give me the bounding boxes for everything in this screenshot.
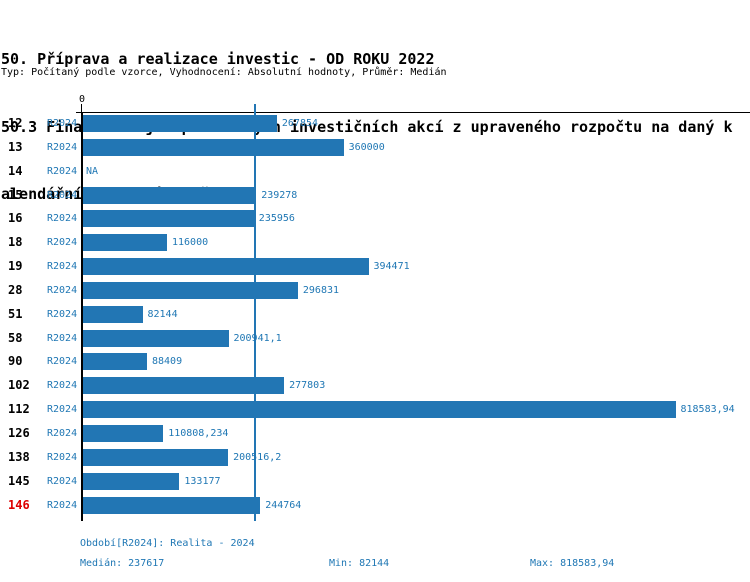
row-category-label: 19 [8,259,23,274]
value-bar [83,424,164,442]
value-label: 239278 [261,189,298,201]
value-bar [83,377,285,395]
value-bar [83,448,229,466]
row-category-label: 15 [8,187,23,202]
row-category-label: 126 [8,425,30,440]
value-label: 296831 [302,284,340,296]
row-category-label: 28 [8,282,23,297]
chart-row-90: 90 R2024 88409 [0,350,750,374]
value-label: 818583,94 [680,404,735,416]
row-category-label: 16 [8,211,23,226]
value-label: 235956 [258,213,295,225]
row-period-label: R2024 [47,165,78,177]
footer-median-label: Medián: 237617 [80,558,165,569]
row-category-label: 58 [8,330,23,345]
chart-row-138: 138 R2024 200516,2 [0,446,750,470]
chart-row-13: 13 R2024 360000 [0,136,750,160]
footer-min-label: Min: 82144 [329,558,390,569]
chart-row-146: 146 R2024 244764 [0,494,750,518]
value-bar [83,401,676,419]
row-category-label: 146 [8,497,30,512]
row-period-label: R2024 [47,189,78,201]
value-bar [83,138,344,156]
chart-row-126: 126 R2024 110808,234 [0,422,750,446]
value-label: 394471 [373,261,410,273]
axis-zero-label: 0 [78,94,86,105]
median-line [254,112,256,521]
value-bar [83,472,180,490]
row-period-label: R2024 [47,261,78,273]
chart-row-19: 19 R2024 394471 [0,255,750,279]
row-category-label: 51 [8,306,23,321]
row-period-label: R2024 [47,451,78,463]
chart-row-18: 18 R2024 116000 [0,231,750,255]
chart-row-12: 12 R2024 267854 [0,112,750,136]
value-bar [83,496,261,514]
chart-row-15: 15 R2024 239278 [0,184,750,208]
chart-row-112: 112 R2024 818583,94 [0,398,750,422]
chart-row-14: 14 R2024 NA [0,160,750,184]
row-category-label: 90 [8,354,23,369]
row-category-label: 138 [8,449,30,464]
row-period-label: R2024 [47,427,78,439]
value-label: 133177 [184,475,221,487]
value-label: 360000 [348,141,385,153]
row-period-label: R2024 [47,475,78,487]
row-period-label: R2024 [47,213,78,225]
y-axis-line [81,112,83,521]
row-period-label: R2024 [47,499,78,511]
value-label: 200516,2 [233,451,282,463]
row-category-label: 18 [8,235,23,250]
row-category-label: 145 [8,473,30,488]
chart-row-102: 102 R2024 277803 [0,374,750,398]
chart-row-28: 28 R2024 296831 [0,279,750,303]
value-bar [83,305,143,323]
report-title-line1: 50. Příprava a realizace investic - OD R… [1,50,435,68]
row-period-label: R2024 [47,404,78,416]
row-period-label: R2024 [47,284,78,296]
value-label: 244764 [265,499,302,511]
value-label: NA [86,165,99,177]
x-axis-line [76,112,750,113]
row-period-label: R2024 [47,356,78,368]
value-bar [83,234,167,252]
value-label: 200941,1 [233,332,282,344]
value-bar [83,210,254,228]
value-label: 277803 [289,380,326,392]
row-category-label: 102 [8,378,30,393]
value-bar [83,115,277,132]
value-label: 88409 [152,356,183,368]
row-category-label: 14 [8,163,23,178]
value-label: 82144 [147,308,178,320]
chart-row-51: 51 R2024 82144 [0,303,750,327]
footer-max-label: Max: 818583,94 [530,558,615,569]
row-period-label: R2024 [47,332,78,344]
value-bar [83,186,257,204]
value-label: 116000 [172,237,209,249]
row-period-label: R2024 [47,237,78,249]
value-bar [83,258,369,276]
chart-row-58: 58 R2024 200941,1 [0,327,750,351]
row-period-label: R2024 [47,141,78,153]
row-period-label: R2024 [47,308,78,320]
value-bar [83,329,229,347]
value-bar [83,353,147,371]
value-bar [83,281,298,299]
footer-period-label: Období[R2024]: Realita - 2024 [80,538,255,549]
axis-zero-tick [81,104,82,112]
bar-chart-rows: 12 R2024 267854 13 R2024 360000 14 R2024 NA 15 R20… [0,112,750,517]
chart-row-16: 16 R2024 235956 [0,207,750,231]
value-label: 267854 [281,118,319,129]
row-period-label: R2024 [47,118,78,129]
row-period-label: R2024 [47,380,78,392]
report-subtitle: Typ: Počítaný podle vzorce, Vyhodnocení:… [1,67,447,78]
row-category-label: 13 [8,139,23,154]
chart-row-145: 145 R2024 133177 [0,470,750,494]
median-tick [254,104,256,112]
row-category-label: 112 [8,402,30,417]
row-category-label: 12 [8,116,23,130]
value-label: 110808,234 [168,427,229,439]
